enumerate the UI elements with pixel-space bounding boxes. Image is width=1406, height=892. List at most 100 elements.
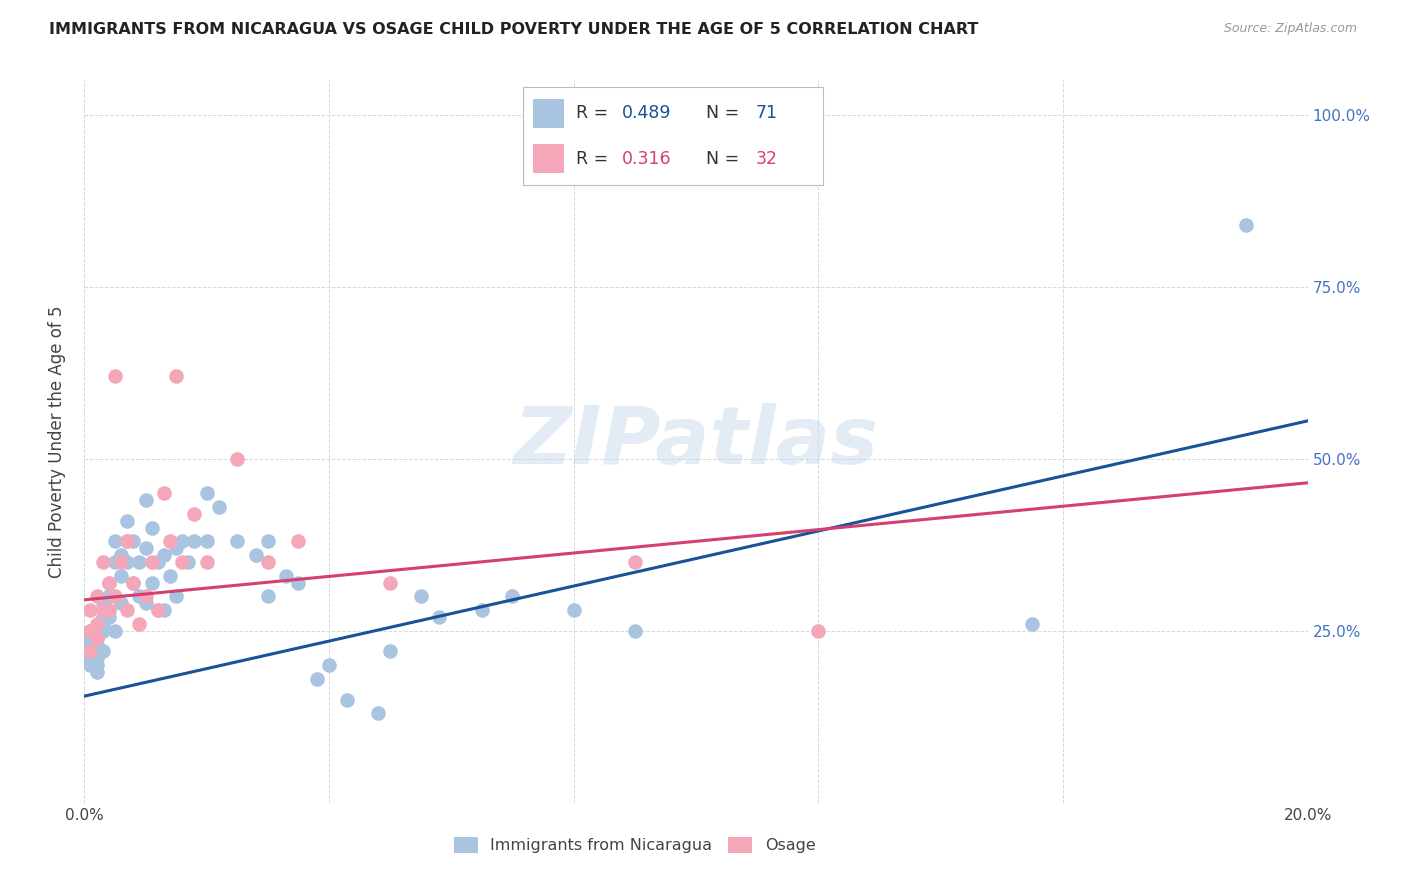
Point xyxy=(1236,218,1258,232)
Legend: Immigrants from Nicaragua, Osage: Immigrants from Nicaragua, Osage xyxy=(447,830,823,860)
Point xyxy=(91,624,114,638)
Text: ZIPatlas: ZIPatlas xyxy=(513,402,879,481)
Point xyxy=(318,658,340,673)
Point xyxy=(79,644,101,658)
Point xyxy=(110,596,132,610)
Point xyxy=(86,631,108,645)
FancyBboxPatch shape xyxy=(533,145,564,173)
Point xyxy=(79,658,101,673)
Point xyxy=(86,638,108,652)
Point xyxy=(208,500,231,514)
Point xyxy=(135,596,157,610)
Point xyxy=(104,534,127,549)
Text: N =: N = xyxy=(706,104,745,122)
Point xyxy=(153,603,176,617)
Point xyxy=(153,548,176,562)
Point xyxy=(97,590,120,604)
Point xyxy=(97,610,120,624)
FancyBboxPatch shape xyxy=(523,87,824,186)
Point xyxy=(86,665,108,679)
Point xyxy=(287,534,309,549)
Point xyxy=(502,590,524,604)
Text: R =: R = xyxy=(576,104,613,122)
Point xyxy=(91,596,114,610)
Point xyxy=(624,624,647,638)
Point xyxy=(183,507,205,521)
Point xyxy=(380,575,402,590)
Text: 0.489: 0.489 xyxy=(623,104,672,122)
Point xyxy=(115,555,138,569)
Point xyxy=(79,624,101,638)
Point xyxy=(276,568,298,582)
Point xyxy=(287,575,309,590)
Point xyxy=(336,692,359,706)
Point xyxy=(257,534,280,549)
Point xyxy=(79,624,101,638)
Point xyxy=(807,624,830,638)
Point xyxy=(135,493,157,508)
Point xyxy=(122,534,145,549)
Point xyxy=(122,575,145,590)
Point xyxy=(177,555,200,569)
Point xyxy=(86,616,108,631)
Point xyxy=(86,658,108,673)
Point xyxy=(79,631,101,645)
Text: Source: ZipAtlas.com: Source: ZipAtlas.com xyxy=(1223,22,1357,36)
Point xyxy=(122,575,145,590)
Point xyxy=(91,555,114,569)
Point xyxy=(110,555,132,569)
Point xyxy=(97,603,120,617)
Point xyxy=(159,534,181,549)
Point xyxy=(97,575,120,590)
Text: R =: R = xyxy=(576,150,613,168)
Point xyxy=(110,548,132,562)
Point xyxy=(141,520,163,534)
Y-axis label: Child Poverty Under the Age of 5: Child Poverty Under the Age of 5 xyxy=(48,305,66,578)
Point xyxy=(305,672,328,686)
Point xyxy=(115,534,138,549)
Point xyxy=(195,534,218,549)
Point xyxy=(86,651,108,665)
Point xyxy=(195,555,218,569)
Point xyxy=(91,603,114,617)
Point xyxy=(226,534,249,549)
Point xyxy=(471,603,494,617)
Text: 0.316: 0.316 xyxy=(623,150,672,168)
Point xyxy=(141,575,163,590)
Point xyxy=(86,590,108,604)
Point xyxy=(97,575,120,590)
Point xyxy=(135,541,157,556)
Point xyxy=(79,638,101,652)
Point xyxy=(367,706,389,721)
Point xyxy=(165,369,187,384)
Point xyxy=(165,590,187,604)
Point xyxy=(79,651,101,665)
Point xyxy=(562,603,585,617)
Text: 71: 71 xyxy=(755,104,778,122)
Text: 32: 32 xyxy=(755,150,778,168)
Point xyxy=(135,590,157,604)
Point xyxy=(104,555,127,569)
Point xyxy=(624,555,647,569)
Point xyxy=(226,451,249,466)
Point xyxy=(172,555,194,569)
Point xyxy=(380,644,402,658)
Point xyxy=(115,514,138,528)
Point xyxy=(195,486,218,500)
Point xyxy=(146,603,169,617)
Text: N =: N = xyxy=(706,150,745,168)
Point xyxy=(128,616,150,631)
Point xyxy=(427,610,450,624)
Point xyxy=(104,624,127,638)
Point xyxy=(183,534,205,549)
Point xyxy=(172,534,194,549)
Point xyxy=(91,644,114,658)
Point xyxy=(115,603,138,617)
Point xyxy=(1021,616,1043,631)
Point xyxy=(115,534,138,549)
Point xyxy=(153,486,176,500)
Point xyxy=(257,555,280,569)
Point xyxy=(128,590,150,604)
Point xyxy=(409,590,432,604)
Point xyxy=(141,555,163,569)
